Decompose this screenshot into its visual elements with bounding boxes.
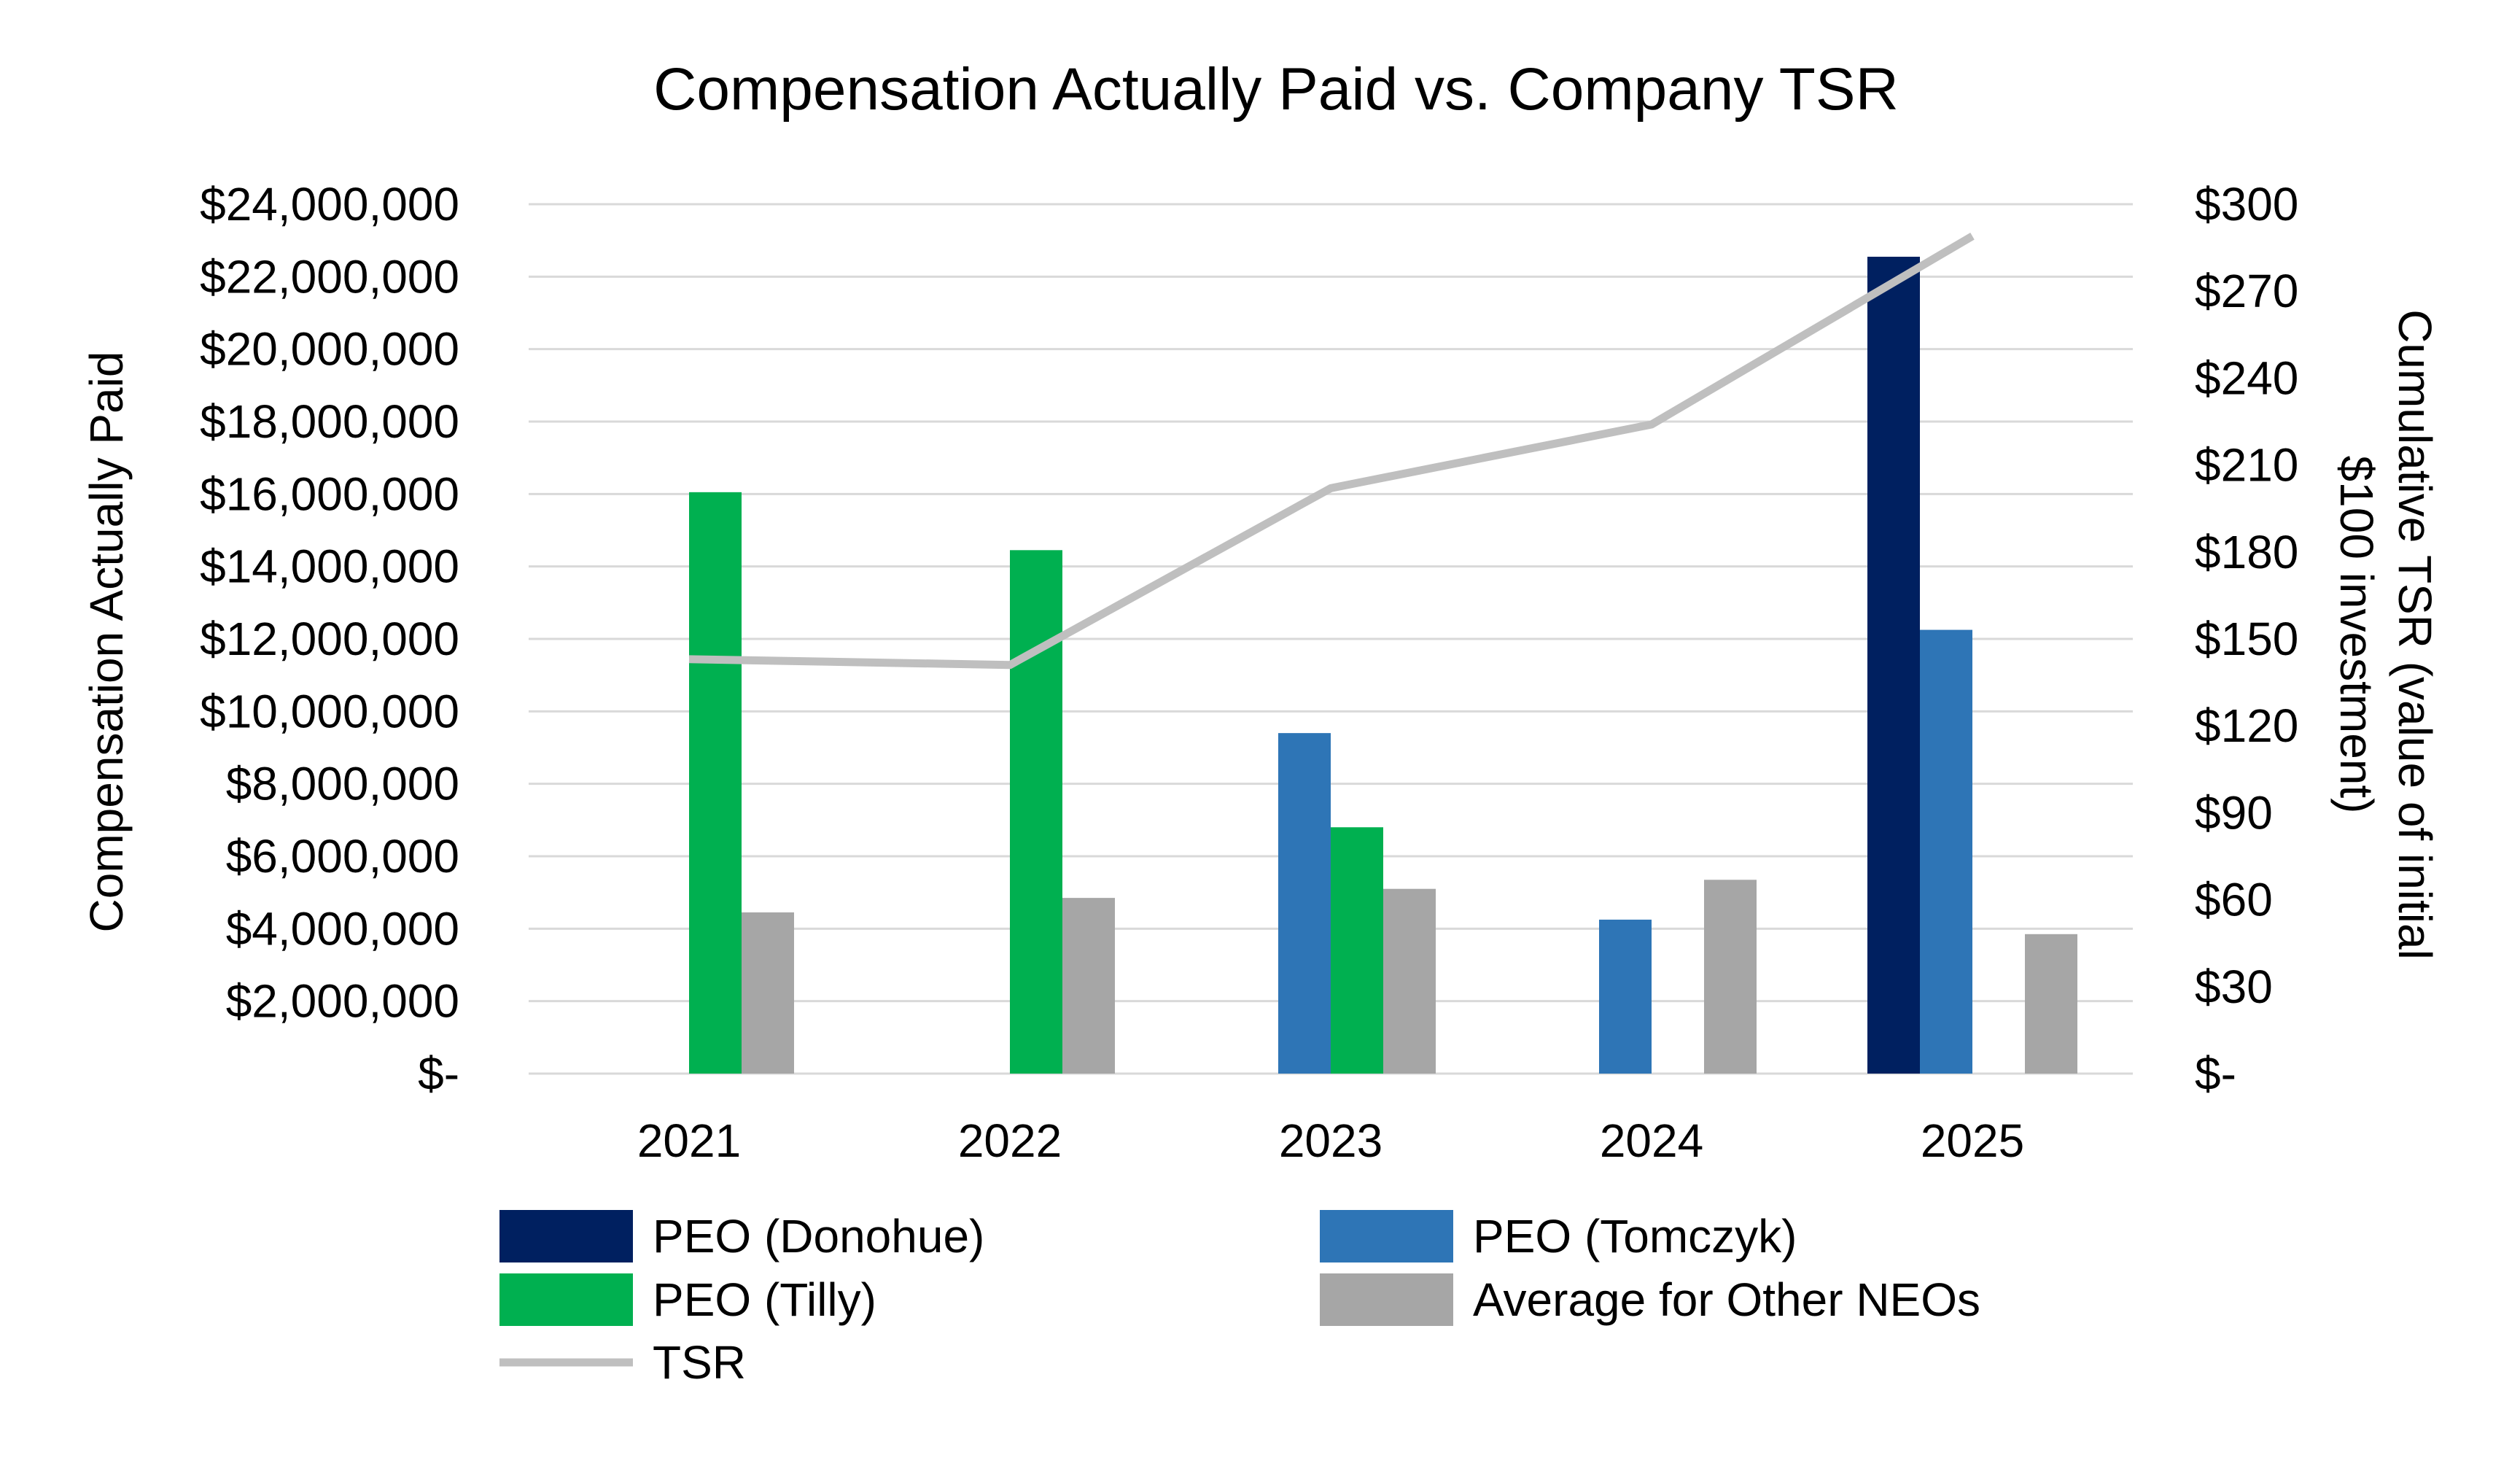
bar-average-for-other-neos-2025 [2025, 934, 2077, 1074]
legend: PEO (Donohue) PEO (Tomczyk) PEO (Tilly) Ave… [499, 1210, 1980, 1389]
bar-average-for-other-neos-2021 [742, 912, 794, 1074]
y2-tick-label: $- [2195, 1047, 2236, 1100]
x-tick-label: 2025 [1921, 1114, 2024, 1167]
y-tick-label: $4,000,000 [226, 902, 459, 955]
y2-tick-label: $150 [2195, 613, 2298, 665]
bar-average-for-other-neos-2024 [1704, 880, 1757, 1074]
legend-swatch-peo-tomczyk [1320, 1210, 1453, 1262]
y2-tick-label: $210 [2195, 439, 2298, 492]
legend-swatch-peo-tilly [499, 1273, 633, 1326]
y-tick-label: $12,000,000 [200, 613, 459, 665]
y2-tick-label: $180 [2195, 526, 2298, 578]
legend-label-average-for-other-neos: Average for Other NEOs [1473, 1273, 1980, 1326]
y-tick-label: $14,000,000 [200, 540, 459, 593]
legend-label-tsr: TSR [653, 1336, 746, 1389]
y2-tick-label: $240 [2195, 352, 2298, 404]
bar-peo-donohue-2025 [1867, 257, 1920, 1074]
legend-swatch-average-for-other-neos [1320, 1273, 1453, 1326]
x-axis-ticks: 2021 2022 2023 2024 2025 [637, 1114, 2024, 1167]
y2-tick-label: $120 [2195, 699, 2298, 752]
x-tick-label: 2024 [1600, 1114, 1703, 1167]
y2-tick-label: $270 [2195, 265, 2298, 317]
right-axis-ticks: $- $30 $60 $90 $120 $150 $180 $210 $240 $270 $300 [2195, 178, 2298, 1100]
legend-swatch-peo-donohue [499, 1210, 633, 1262]
y-tick-label: $- [418, 1047, 459, 1100]
bar-average-for-other-neos-2023 [1383, 889, 1436, 1074]
bar-average-for-other-neos-2022 [1062, 898, 1115, 1074]
y-axis-title: Compensation Actually Paid [80, 352, 133, 933]
bar-peo-tilly-2023 [1331, 827, 1383, 1074]
y-tick-label: $2,000,000 [226, 975, 459, 1028]
x-tick-label: 2021 [637, 1114, 741, 1167]
y2-axis-title-line: $100 investment) [2330, 456, 2383, 814]
legend-label-peo-donohue: PEO (Donohue) [653, 1210, 984, 1262]
y-tick-label: $24,000,000 [200, 178, 459, 230]
y-tick-label: $8,000,000 [226, 758, 459, 810]
y2-tick-label: $30 [2195, 961, 2273, 1013]
y2-tick-label: $60 [2195, 874, 2273, 926]
y-tick-label: $22,000,000 [200, 250, 459, 303]
legend-label-peo-tomczyk: PEO (Tomczyk) [1473, 1210, 1797, 1262]
y-tick-label: $10,000,000 [200, 685, 459, 737]
bar-peo-tilly-2022 [1010, 550, 1062, 1074]
y-tick-label: $6,000,000 [226, 830, 459, 883]
x-tick-label: 2022 [958, 1114, 1062, 1167]
y2-tick-label: $90 [2195, 786, 2273, 839]
legend-label-peo-tilly: PEO (Tilly) [653, 1273, 876, 1326]
y2-axis-title-line: Cumulative TSR (value of initial [2389, 309, 2441, 960]
bar-peo-tilly-2021 [689, 492, 742, 1074]
left-axis-ticks: $- $2,000,000 $4,000,000 $6,000,000 $8,000,0… [200, 178, 459, 1100]
tsr-line-layer [689, 236, 1972, 665]
chart-title: Compensation Actually Paid vs. Company T… [653, 56, 1899, 123]
y-tick-label: $20,000,000 [200, 323, 459, 376]
bar-peo-tomczyk-2023 [1278, 733, 1331, 1074]
bar-peo-tomczyk-2024 [1599, 920, 1652, 1074]
y2-tick-label: $300 [2195, 178, 2298, 230]
right-axis-title: Cumulative TSR (value of initial$100 inv… [2330, 309, 2441, 960]
y-tick-label: $18,000,000 [200, 395, 459, 448]
bar-peo-tomczyk-2025 [1920, 630, 1972, 1074]
x-tick-label: 2023 [1279, 1114, 1382, 1167]
tsr-line [689, 236, 1972, 665]
y-tick-label: $16,000,000 [200, 468, 459, 520]
